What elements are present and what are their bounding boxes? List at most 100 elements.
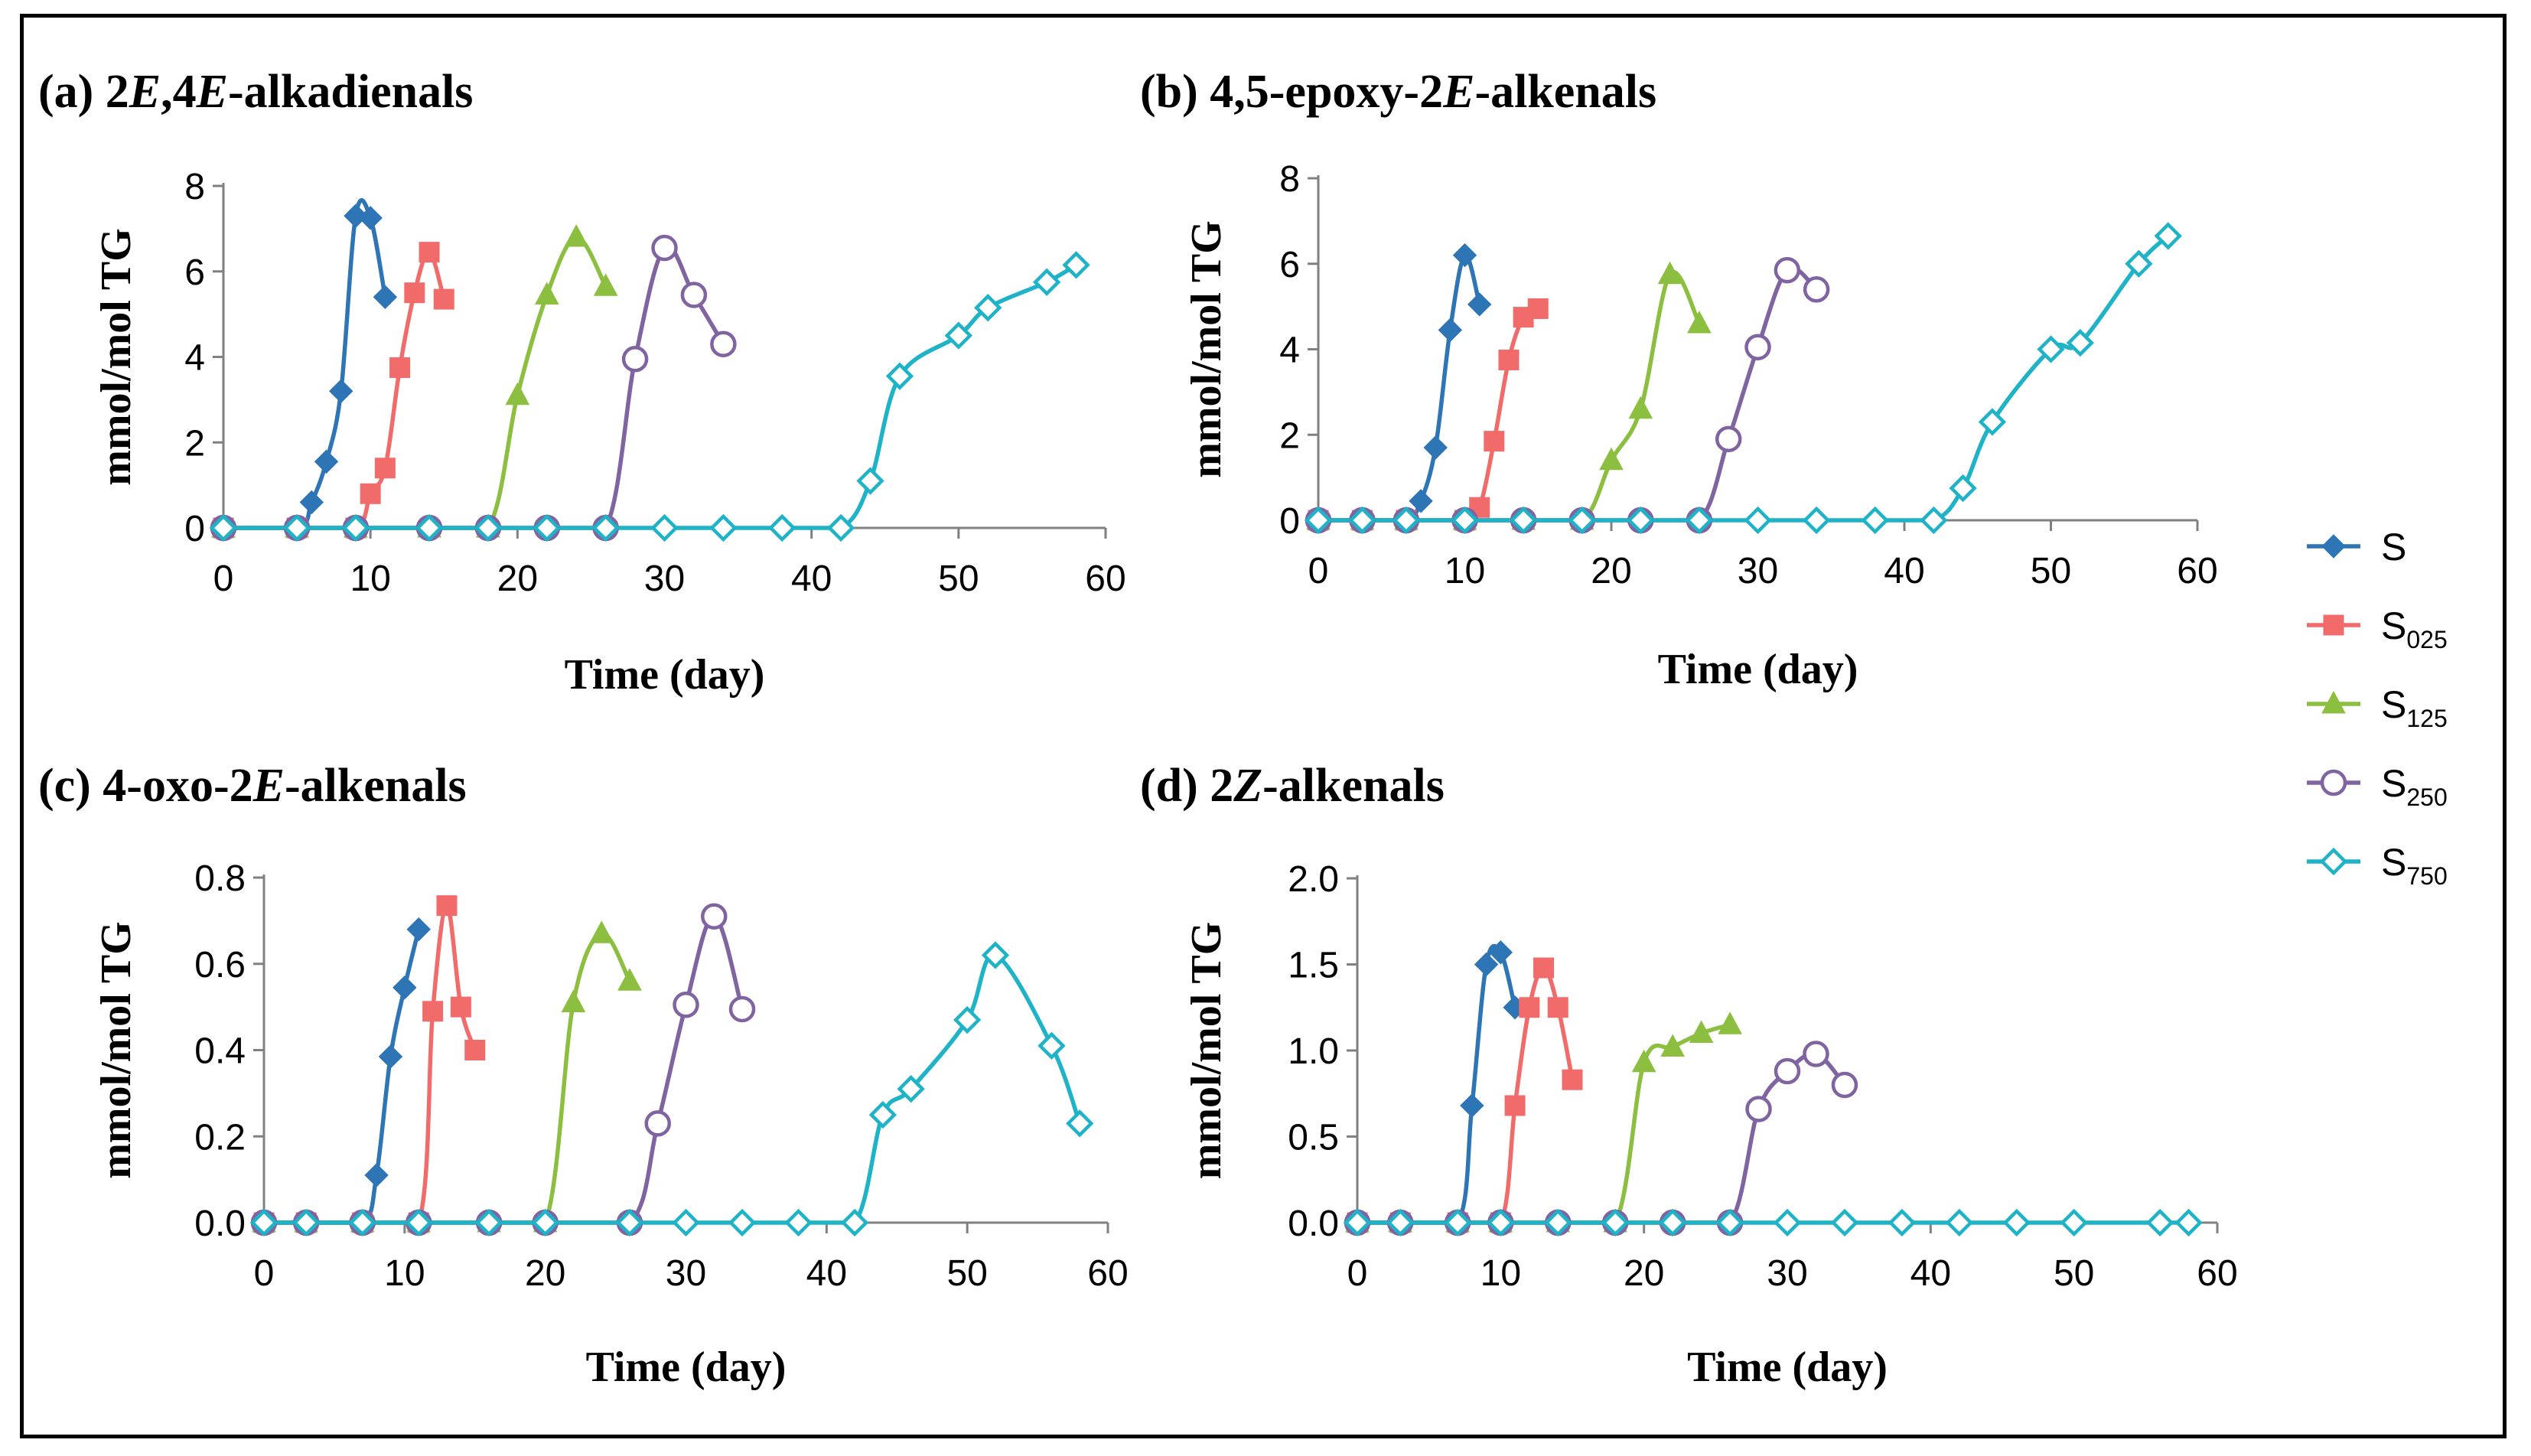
data-point (1519, 997, 1540, 1018)
data-point (1685, 506, 1714, 535)
data-point (1803, 1041, 1829, 1067)
chart-panel-4: (d) 2Z-alkenals 0.0 0.5 1.0 1.5 2.0 0 10 20 30 40 5… (1140, 760, 2238, 1391)
series-points-s750 (1343, 1208, 2203, 1237)
data-point (1920, 506, 1948, 535)
data-point (840, 1208, 869, 1237)
x-tick-label: 60 (2177, 551, 2217, 591)
figure-frame (20, 14, 2507, 1438)
legend-label: S (2381, 526, 2406, 568)
data-point (2060, 1208, 2088, 1237)
data-point (615, 1208, 644, 1237)
data-point (1533, 957, 1555, 979)
data-point (1888, 1208, 1917, 1237)
chart-title: (d) 2Z-alkenals (1140, 760, 1445, 812)
data-point (433, 288, 454, 310)
y-axis-label: mmol/mol TG (93, 228, 140, 486)
data-point (1628, 396, 1653, 419)
data-point (1978, 408, 2007, 436)
y-tick-label: 1.5 (1288, 946, 1339, 986)
data-point (292, 1208, 321, 1237)
series-line-s025 (1316, 306, 1541, 523)
x-tick-label: 20 (497, 559, 538, 599)
legend-item-s750: S750 (2307, 841, 2448, 890)
data-point (897, 1075, 925, 1103)
data-point (1830, 1208, 1859, 1237)
data-point (464, 1040, 486, 1060)
data-point (1544, 1208, 1572, 1237)
x-tick-label: 0 (1308, 551, 1329, 591)
x-tick-label: 40 (1910, 1253, 1951, 1294)
y-tick-label: 0.0 (194, 1204, 246, 1244)
x-axis-label: Time (day) (586, 1344, 787, 1391)
data-point (1689, 1020, 1714, 1043)
x-tick-label: 20 (1591, 551, 1631, 591)
data-point (1949, 474, 1977, 503)
data-point (1687, 310, 1712, 334)
data-point (1744, 506, 1772, 535)
data-point (974, 294, 1002, 322)
x-tick-label: 50 (946, 1253, 987, 1294)
data-point (534, 282, 559, 305)
y-tick-label: 2 (184, 423, 205, 464)
x-tick-label: 10 (384, 1253, 425, 1294)
data-point (1032, 268, 1061, 296)
data-point (329, 379, 353, 403)
data-point (422, 1001, 444, 1022)
data-point (1509, 506, 1538, 535)
data-point (1066, 1109, 1094, 1138)
data-point (728, 1208, 757, 1237)
data-point (1474, 952, 1499, 977)
data-point (651, 234, 678, 262)
data-point (1343, 1208, 1372, 1237)
data-point (826, 513, 855, 542)
data-point (404, 282, 425, 304)
series-points-s750 (1304, 222, 2182, 535)
x-tick-label: 30 (666, 1253, 706, 1294)
legend-item-s125: S125 (2307, 683, 2448, 732)
data-point (415, 513, 444, 542)
data-point (944, 321, 973, 350)
series-points-s250 (1344, 1041, 1858, 1236)
data-point (1945, 1208, 1973, 1237)
data-point (1562, 1069, 1583, 1090)
data-point (341, 513, 370, 542)
x-tick-label: 60 (1087, 1253, 1128, 1294)
data-point (1774, 256, 1801, 284)
data-point (2002, 1208, 2031, 1237)
x-tick-label: 0 (1347, 1253, 1368, 1294)
x-axis-label: Time (day) (565, 651, 765, 699)
y-axis-label: mmol/mol TG (1183, 220, 1230, 478)
series-line-s (221, 198, 388, 530)
data-point (617, 968, 642, 991)
chart-panel-2: (b) 4,5-epoxy-2E-alkenals 0 2 4 6 8 0 10 20 30 40 5… (1140, 66, 2218, 693)
x-tick-label: 10 (350, 559, 390, 599)
data-point (953, 1005, 982, 1034)
legend-marker (2321, 534, 2346, 559)
data-point (2037, 335, 2065, 363)
series-points-s250 (1305, 256, 1830, 534)
x-tick-label: 40 (791, 559, 832, 599)
x-tick-label: 30 (644, 559, 685, 599)
data-point (282, 513, 311, 542)
data-point (314, 449, 339, 474)
data-point (784, 1208, 813, 1237)
data-point (1802, 506, 1831, 535)
data-point (1773, 1208, 1802, 1237)
data-point (1348, 506, 1376, 535)
series-line-s250 (1316, 265, 1819, 523)
data-point (373, 285, 398, 309)
x-tick-label: 50 (2054, 1253, 2094, 1294)
y-tick-label: 6 (184, 252, 205, 293)
legend-marker (2320, 769, 2347, 796)
data-point (868, 1100, 897, 1129)
series-line-s250 (1355, 1051, 1847, 1225)
data-point (1409, 489, 1433, 513)
data-point (450, 996, 471, 1018)
series-points-s250 (210, 234, 737, 542)
series-points-s750 (249, 941, 1094, 1237)
data-point (2125, 249, 2153, 278)
data-point (885, 362, 914, 390)
data-point (981, 941, 1010, 969)
data-point (436, 895, 458, 917)
x-tick-label: 40 (1884, 551, 1924, 591)
